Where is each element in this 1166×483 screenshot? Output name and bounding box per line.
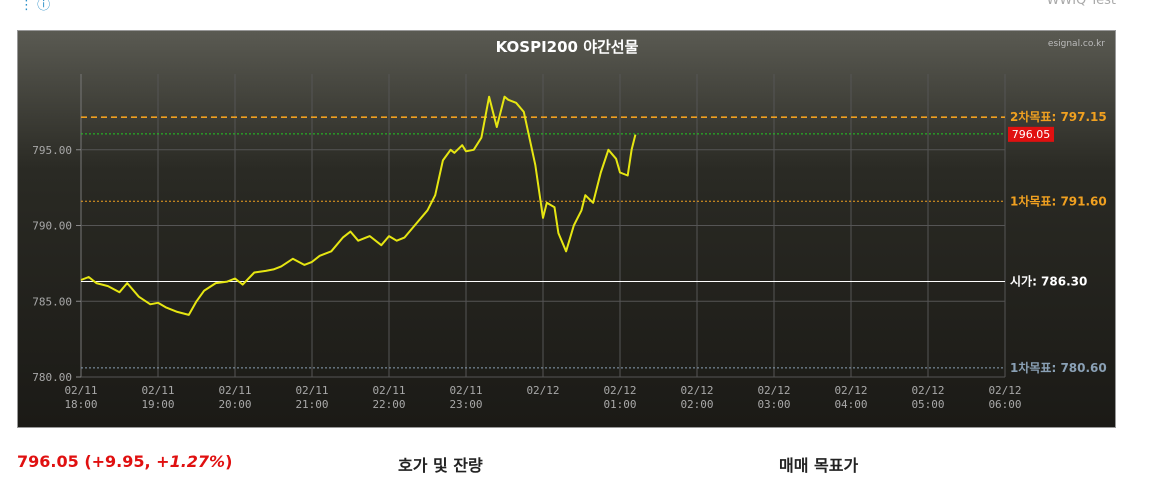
x-tick-date: 02/12	[988, 384, 1021, 397]
reference-line-label: 시가: 786.30	[1010, 274, 1087, 289]
x-tick-date: 02/12	[757, 384, 790, 397]
x-tick-date: 02/12	[603, 384, 636, 397]
orderbook-title: 호가 및 잔량	[398, 456, 483, 475]
x-tick-date: 02/12	[834, 384, 867, 397]
y-tick-label: 790.00	[32, 220, 72, 233]
x-tick-time: 18:00	[64, 398, 97, 411]
chart-watermark: esignal.co.kr	[1048, 39, 1105, 49]
x-tick-time: 02:00	[680, 398, 713, 411]
x-tick-time: 04:00	[834, 398, 867, 411]
x-tick-time: 19:00	[141, 398, 174, 411]
price-change-pct: +1.27%	[156, 452, 226, 471]
price-change-close: )	[225, 452, 233, 471]
x-tick-date: 02/11	[218, 384, 251, 397]
reference-line-label: 1차목표: 780.60	[1010, 360, 1107, 375]
line-chart: KOSPI200 야간선물 esignal.co.kr 780.00 785.00…	[18, 31, 1115, 427]
info-icons[interactable]: ⋮ ⓘ	[20, 0, 51, 13]
x-tick-date: 02/11	[64, 384, 97, 397]
x-tick-date: 02/11	[295, 384, 328, 397]
x-tick-date: 02/11	[449, 384, 482, 397]
y-tick-label: 785.00	[32, 295, 72, 308]
y-tick-label: 795.00	[32, 144, 72, 157]
x-tick-time: 05:00	[911, 398, 944, 411]
chart-title: KOSPI200 야간선물	[496, 38, 639, 56]
price-change: (+9.95,	[78, 452, 157, 471]
current-price: 796.05	[17, 452, 79, 471]
x-tick-date: 02/11	[141, 384, 174, 397]
x-tick-time: 06:00	[988, 398, 1021, 411]
reference-line-label: 1차목표: 791.60	[1010, 193, 1107, 208]
current-price-tag	[1008, 126, 1054, 142]
top-right-label: WWIQ Test	[1046, 0, 1116, 8]
y-tick-label: 780.00	[32, 371, 72, 384]
x-tick-time: 22:00	[372, 398, 405, 411]
x-tick-time: 03:00	[757, 398, 790, 411]
x-tick-time: 21:00	[295, 398, 328, 411]
price-series-line	[80, 95, 637, 316]
x-tick-date: 02/12	[526, 384, 559, 397]
target-price-title: 매매 목표가	[779, 456, 859, 475]
chart-panel: KOSPI200 야간선물 esignal.co.kr 780.00 785.00…	[17, 30, 1116, 428]
x-tick-date: 02/11	[372, 384, 405, 397]
x-tick-time: 20:00	[218, 398, 251, 411]
x-tick-time: 01:00	[603, 398, 636, 411]
x-tick-time: 23:00	[449, 398, 482, 411]
price-summary: 796.05 (+9.95, +1.27%)	[17, 452, 232, 471]
current-price-tag-text: 796.05	[1012, 128, 1051, 141]
x-tick-date: 02/12	[680, 384, 713, 397]
reference-line-label: 2차목표: 797.15	[1010, 109, 1107, 124]
x-tick-date: 02/12	[911, 384, 944, 397]
